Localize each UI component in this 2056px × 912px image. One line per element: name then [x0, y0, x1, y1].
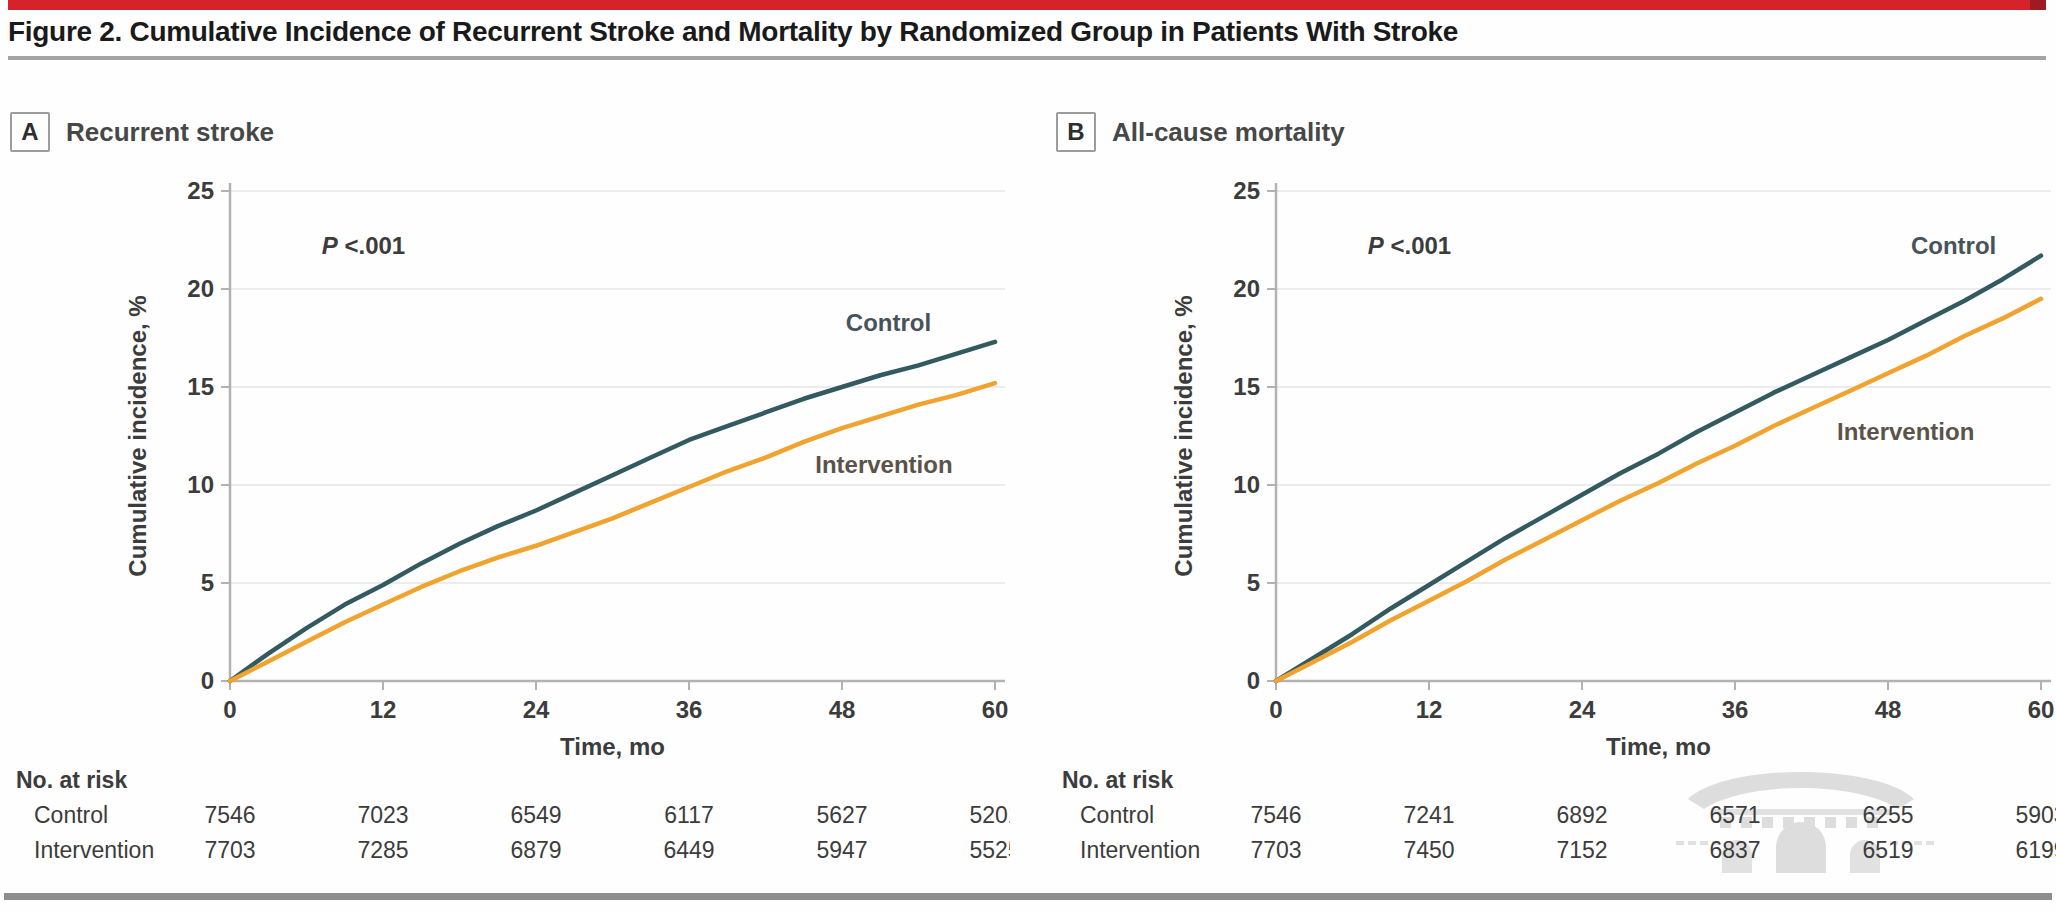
risk-value: 7546	[1250, 802, 1301, 828]
panel-a-letter-badge: A	[10, 112, 50, 152]
risk-row-label: Intervention	[34, 837, 154, 863]
risk-value: 7546	[204, 802, 255, 828]
x-tick-label: 48	[829, 696, 856, 723]
series-line-control	[230, 342, 995, 681]
risk-value: 6892	[1556, 802, 1607, 828]
y-tick-label: 10	[187, 471, 214, 498]
panel-all-cause-mortality: B All-cause mortality 0 5 10 15 20 25 0 12 24 36 4…	[1056, 112, 2056, 873]
y-tick-label: 25	[1233, 177, 1260, 204]
x-tick-label: 24	[1569, 696, 1596, 723]
y-tick-label: 15	[187, 373, 214, 400]
series-label-control: Control	[1911, 232, 1996, 259]
series-label-intervention: Intervention	[815, 451, 952, 478]
x-axis-title: Time, mo	[560, 733, 665, 760]
risk-value: 7152	[1556, 837, 1607, 863]
x-tick-label: 48	[1875, 696, 1902, 723]
panel-recurrent-stroke: A Recurrent stroke 0 5 10 15 20 25 0 12 24 36 48 60…	[10, 112, 1020, 873]
y-tick-label: 5	[1247, 569, 1260, 596]
risk-value: 6837	[1709, 837, 1760, 863]
panel-b-letter-badge: B	[1056, 112, 1096, 152]
x-tick-label: 24	[523, 696, 550, 723]
risk-value: 6519	[1862, 837, 1913, 863]
risk-value: 5201	[969, 802, 1010, 828]
p-value: P <.001	[1368, 232, 1451, 259]
risk-value: 5525	[969, 837, 1010, 863]
risk-value: 7285	[357, 837, 408, 863]
risk-value: 7703	[1250, 837, 1301, 863]
p-value: P <.001	[322, 232, 405, 259]
series-label-intervention: Intervention	[1837, 418, 1974, 445]
y-tick-label: 25	[187, 177, 214, 204]
figure-page: Figure 2. Cumulative Incidence of Recurr…	[0, 0, 2056, 912]
risk-table-header: No. at risk	[16, 767, 127, 793]
risk-value: 7450	[1403, 837, 1454, 863]
risk-value: 7703	[204, 837, 255, 863]
x-tick-label: 60	[982, 696, 1009, 723]
risk-value: 7023	[357, 802, 408, 828]
risk-value: 6879	[510, 837, 561, 863]
y-tick-label: 20	[187, 275, 214, 302]
all-cause-mortality-chart: 0 5 10 15 20 25 0 12 24 36 48 60 Cumulative incidenc…	[1056, 158, 2056, 873]
title-divider	[8, 56, 2046, 60]
risk-value: 6255	[1862, 802, 1913, 828]
x-tick-label: 0	[223, 696, 236, 723]
risk-value: 7241	[1403, 802, 1454, 828]
x-tick-label: 60	[2028, 696, 2055, 723]
series-line-intervention	[230, 383, 995, 681]
panel-b-title: All-cause mortality	[1112, 117, 1345, 148]
y-tick-label: 0	[1247, 667, 1260, 694]
risk-value: 6199	[2015, 837, 2056, 863]
y-tick-label: 20	[1233, 275, 1260, 302]
series-line-intervention	[1276, 299, 2041, 681]
y-tick-label: 5	[201, 569, 214, 596]
x-tick-label: 0	[1269, 696, 1282, 723]
top-accent-bar-tip	[2030, 0, 2046, 10]
x-tick-label: 36	[1722, 696, 1749, 723]
risk-value: 6571	[1709, 802, 1760, 828]
x-tick-label: 12	[1416, 696, 1443, 723]
y-tick-label: 10	[1233, 471, 1260, 498]
figure-title: Figure 2. Cumulative Incidence of Recurr…	[8, 16, 1458, 48]
risk-value: 6549	[510, 802, 561, 828]
x-axis-title: Time, mo	[1606, 733, 1711, 760]
y-tick-label: 15	[1233, 373, 1260, 400]
y-axis-title: Cumulative incidence, %	[124, 295, 151, 576]
risk-value: 5947	[816, 837, 867, 863]
risk-row-label: Control	[34, 802, 108, 828]
risk-value: 5903	[2015, 802, 2056, 828]
x-tick-label: 12	[370, 696, 397, 723]
y-tick-label: 0	[201, 667, 214, 694]
risk-row-label: Intervention	[1080, 837, 1200, 863]
series-label-control: Control	[846, 309, 931, 336]
top-accent-bar	[8, 0, 2046, 10]
risk-value: 6449	[663, 837, 714, 863]
series-line-control	[1276, 256, 2041, 681]
recurrent-stroke-chart: 0 5 10 15 20 25 0 12 24 36 48 60 Cumulative incidenc…	[10, 158, 1010, 873]
risk-value: 6117	[664, 802, 713, 828]
x-tick-label: 36	[676, 696, 703, 723]
risk-row-label: Control	[1080, 802, 1154, 828]
risk-table-header: No. at risk	[1062, 767, 1173, 793]
panel-b-header: B All-cause mortality	[1056, 112, 2056, 152]
risk-value: 5627	[816, 802, 867, 828]
panel-a-header: A Recurrent stroke	[10, 112, 1020, 152]
y-axis-title: Cumulative incidence, %	[1170, 295, 1197, 576]
panel-a-title: Recurrent stroke	[66, 117, 274, 148]
bottom-divider	[4, 893, 2052, 900]
